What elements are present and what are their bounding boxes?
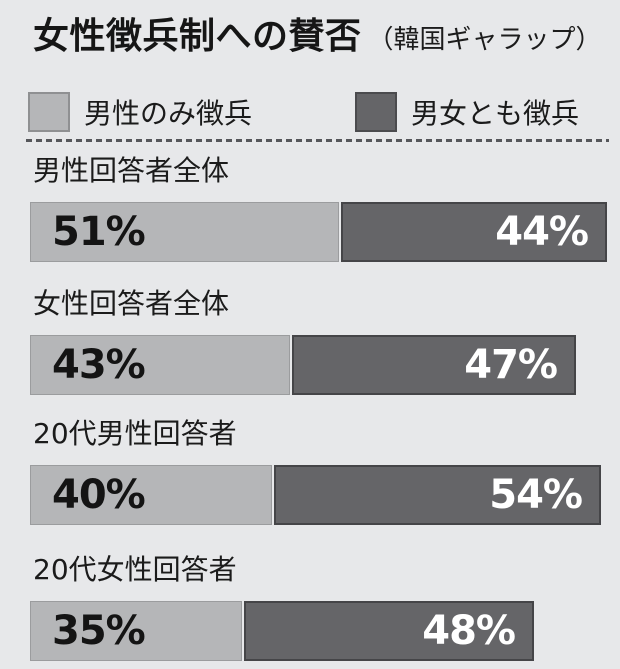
legend-label-both: 男女とも徴兵	[411, 97, 580, 130]
row-label: 男性回答者全体	[33, 154, 230, 187]
chart-header: 女性徴兵制への賛否 （韓国ギャラップ）	[0, 0, 620, 61]
chart-row: 20代男性回答者 40% 54%	[30, 418, 620, 525]
legend-swatch-male-only	[28, 92, 70, 132]
bar-value-label: 47%	[464, 342, 558, 388]
legend: 男性のみ徴兵 男女とも徴兵	[28, 91, 620, 133]
bar-value-label: 44%	[495, 209, 589, 255]
legend-item-male-only: 男性のみ徴兵	[28, 92, 355, 132]
bar-track: 35% 48%	[30, 601, 620, 661]
bar-track: 43% 47%	[30, 335, 620, 395]
source-label: （韓国ギャラップ）	[367, 25, 602, 55]
legend-label-male-only: 男性のみ徴兵	[84, 97, 253, 130]
chart-row: 20代女性回答者 35% 48%	[30, 554, 620, 661]
bar-segment-male-only: 35%	[30, 601, 242, 661]
legend-swatch-both	[355, 92, 397, 132]
bar-track: 40% 54%	[30, 465, 620, 525]
page-title: 女性徴兵制への賛否	[33, 16, 362, 57]
bar-value-label: 35%	[52, 608, 146, 654]
chart-row: 女性回答者全体 43% 47%	[30, 288, 620, 395]
bar-segment-male-only: 43%	[30, 335, 290, 395]
chart-row: 男性回答者全体 51% 44%	[30, 155, 620, 262]
bar-track: 51% 44%	[30, 202, 620, 262]
bar-segment-both: 54%	[274, 465, 601, 525]
bar-value-label: 43%	[52, 342, 146, 388]
legend-item-both: 男女とも徴兵	[355, 92, 579, 132]
bar-value-label: 48%	[422, 608, 516, 654]
bar-segment-both: 48%	[244, 601, 534, 661]
bar-segment-male-only: 40%	[30, 465, 272, 525]
bar-segment-both: 47%	[292, 335, 576, 395]
bar-value-label: 51%	[52, 209, 146, 255]
row-label: 20代女性回答者	[33, 553, 237, 586]
bar-segment-male-only: 51%	[30, 202, 339, 262]
bar-chart: 男性回答者全体 51% 44% 女性回答者全体 43% 47% 20代男性回答者 40% 54%…	[30, 155, 620, 661]
bar-segment-both: 44%	[341, 202, 607, 262]
bar-value-label: 40%	[52, 472, 146, 518]
bar-value-label: 54%	[489, 472, 583, 518]
row-label: 20代男性回答者	[33, 417, 237, 450]
row-label: 女性回答者全体	[33, 287, 230, 320]
dashed-separator	[26, 139, 609, 142]
